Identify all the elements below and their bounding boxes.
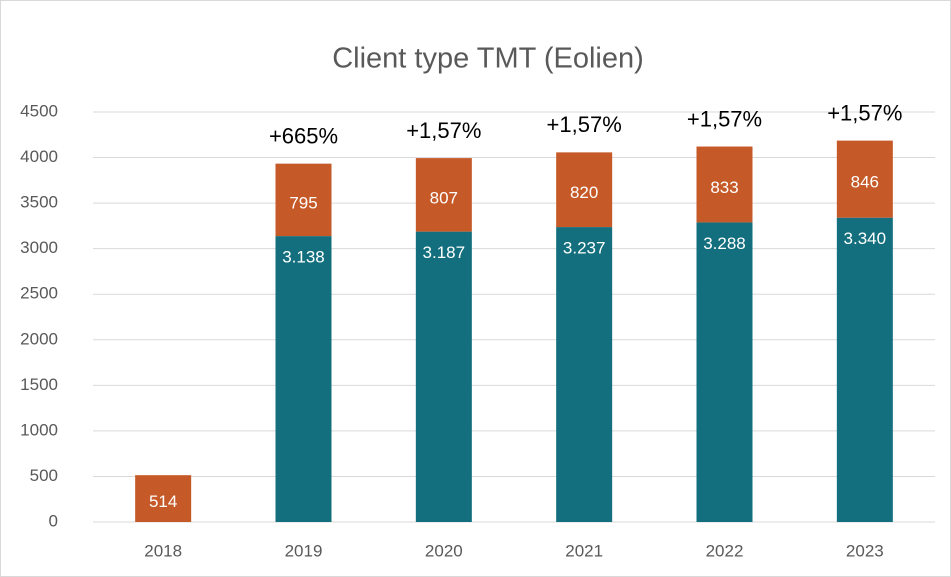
data-label: 846 <box>851 173 879 192</box>
data-label: 820 <box>570 183 598 202</box>
bar-segment <box>275 163 332 237</box>
annotation: +665% <box>269 123 338 148</box>
annotation: +1,57% <box>547 112 622 137</box>
annotation: +1,57% <box>827 100 902 125</box>
annotation: +1,57% <box>406 118 481 143</box>
data-label: 3.138 <box>282 248 325 267</box>
annotation: +1,57% <box>687 106 762 131</box>
data-label: 3.288 <box>703 234 746 253</box>
y-tick-label: 2000 <box>20 329 58 348</box>
y-tick-label: 500 <box>30 466 58 485</box>
bar-segment <box>696 146 753 223</box>
x-tick-label: 2019 <box>285 541 323 560</box>
bar-segment <box>556 227 613 522</box>
x-tick-label: 2023 <box>846 541 884 560</box>
data-label: 3.340 <box>844 229 887 248</box>
data-label: 795 <box>289 193 317 212</box>
data-label: 833 <box>710 178 738 197</box>
y-tick-label: 1500 <box>20 375 58 394</box>
bar-segment <box>135 475 192 522</box>
y-tick-label: 4000 <box>20 147 58 166</box>
x-tick-label: 2020 <box>425 541 463 560</box>
data-label: 3.187 <box>423 243 466 262</box>
y-tick-label: 3500 <box>20 193 58 212</box>
bar-segment <box>836 140 893 218</box>
y-tick-label: 0 <box>49 511 58 530</box>
x-tick-label: 2018 <box>144 541 182 560</box>
y-tick-label: 1000 <box>20 420 58 439</box>
bar-segment <box>415 158 472 232</box>
data-label: 807 <box>430 188 458 207</box>
bar-segment <box>275 236 332 523</box>
bar-segment <box>696 222 753 522</box>
data-label: 514 <box>149 492 177 511</box>
bar-segment <box>836 217 893 522</box>
data-label: 3.237 <box>563 239 606 258</box>
chart-title: Client type TMT (Eolien) <box>332 43 644 75</box>
x-tick-label: 2022 <box>706 541 744 560</box>
x-tick-label: 2021 <box>565 541 603 560</box>
bar-segment <box>556 152 613 228</box>
y-tick-label: 4500 <box>20 101 58 120</box>
y-tick-label: 2500 <box>20 284 58 303</box>
bar-segment <box>415 231 472 522</box>
y-tick-label: 3000 <box>20 238 58 257</box>
